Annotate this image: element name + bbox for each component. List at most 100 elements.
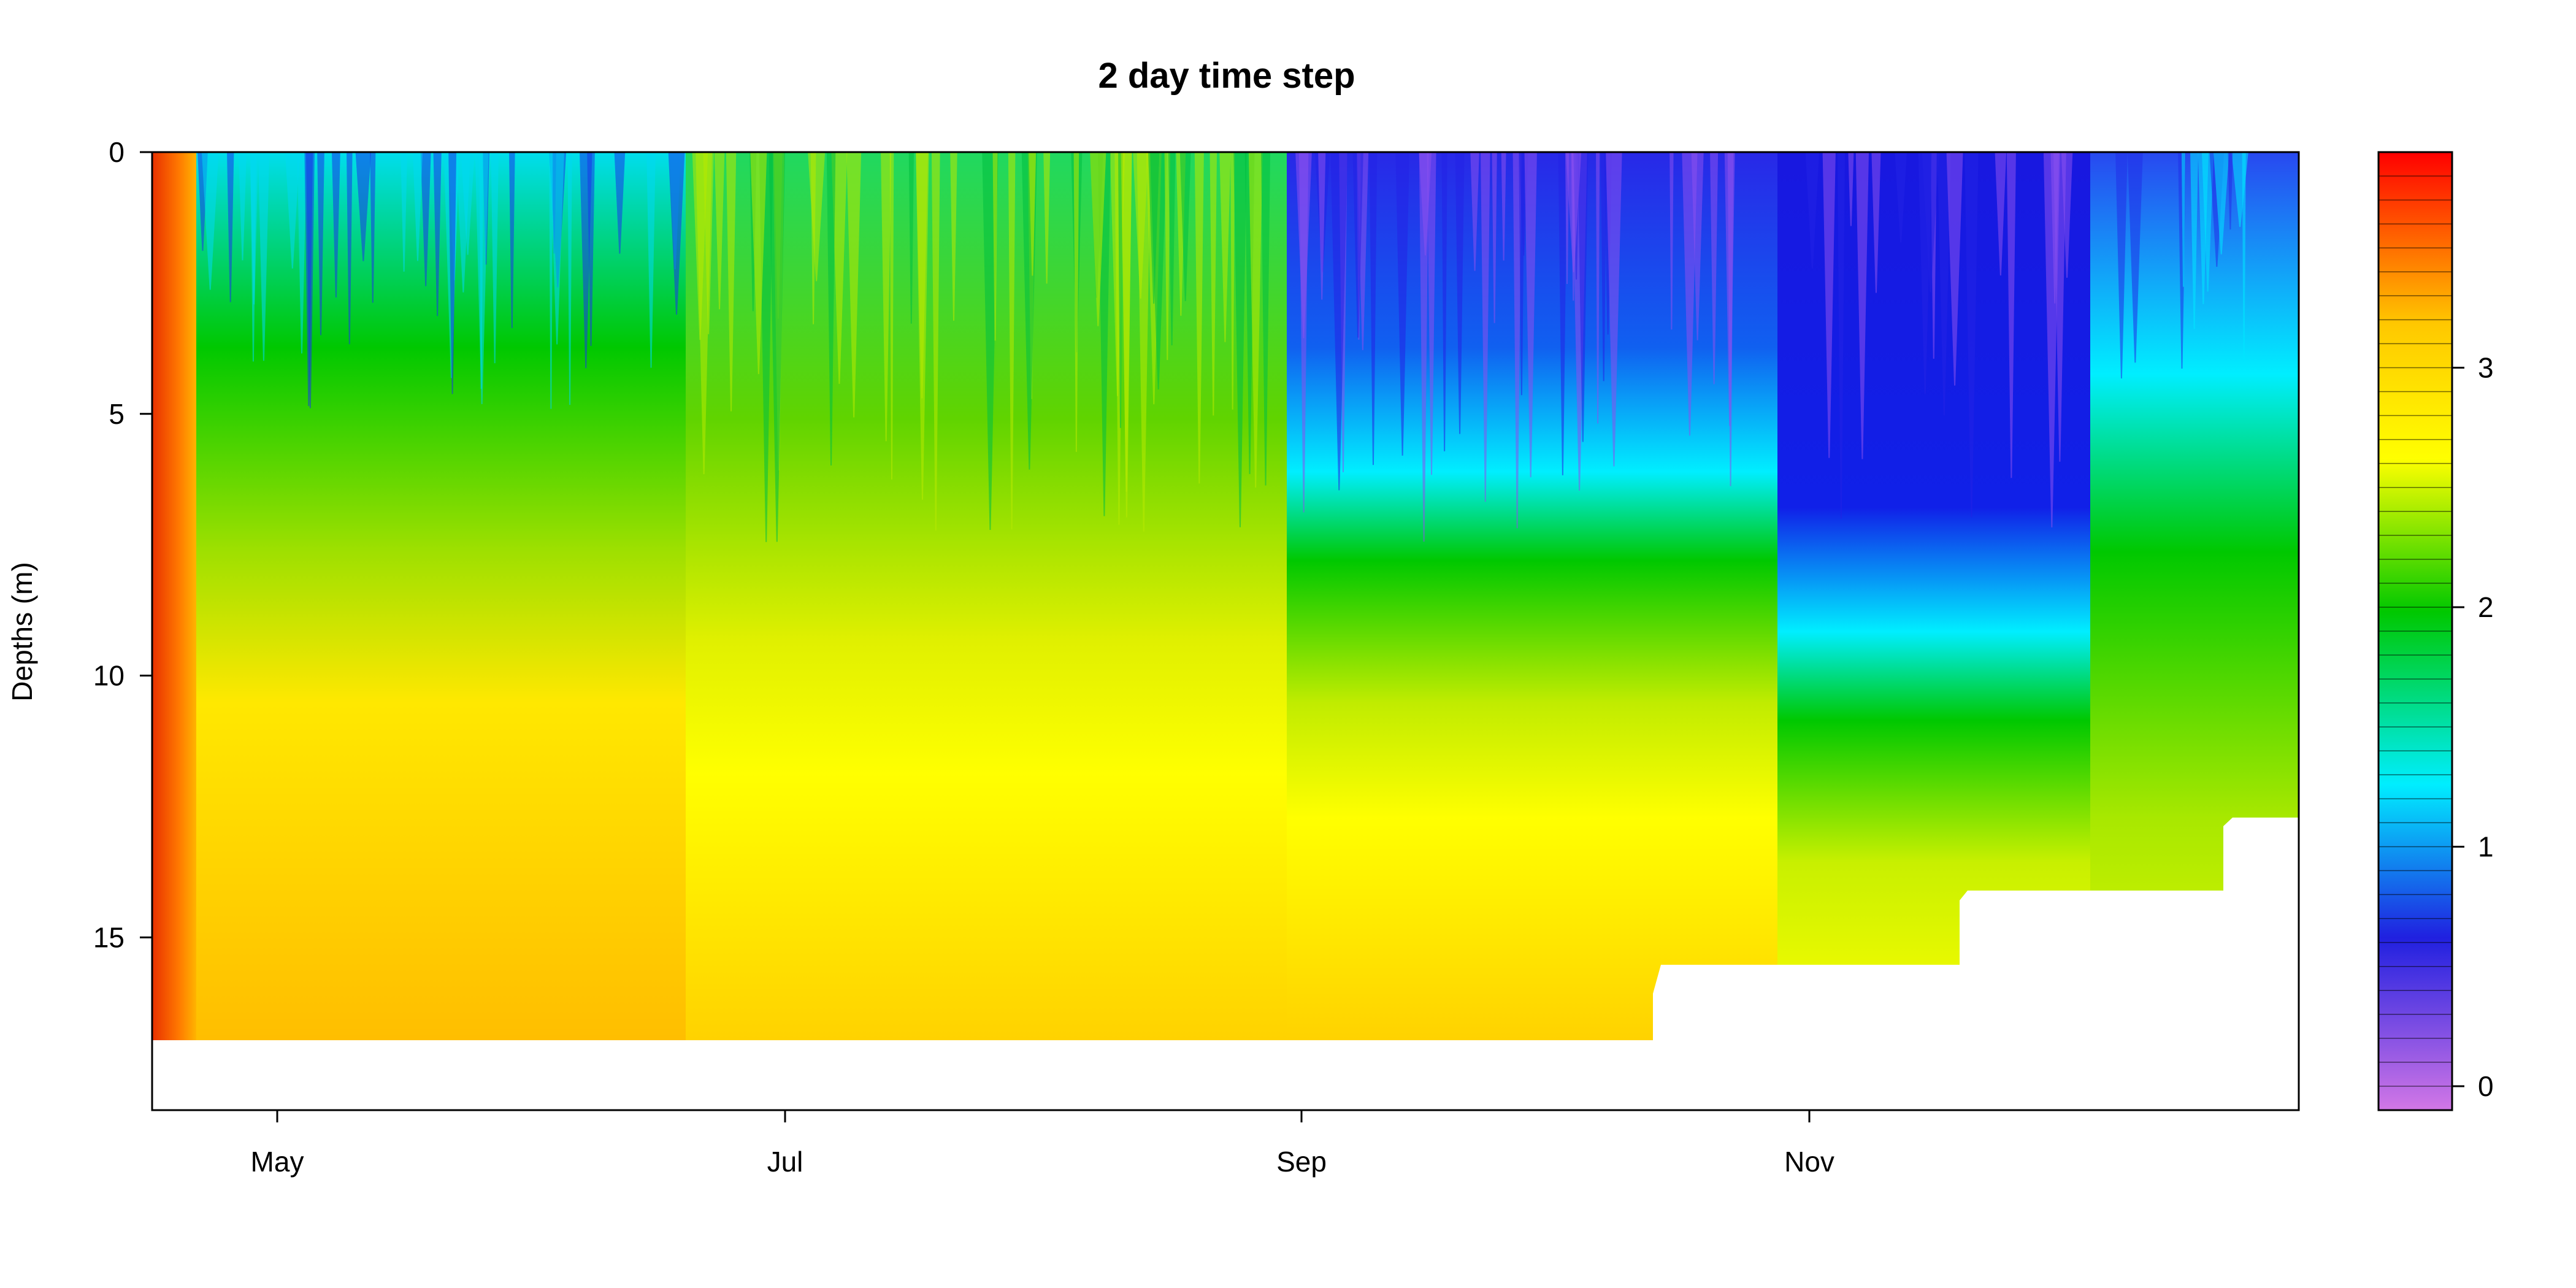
colorbar-tick-label: 1 bbox=[2478, 830, 2494, 862]
surface-streak bbox=[1441, 152, 1447, 451]
surface-streak bbox=[1194, 152, 1204, 484]
x-tick-label: Jul bbox=[767, 1146, 803, 1178]
surface-streak bbox=[2053, 152, 2066, 462]
surface-streak bbox=[2115, 152, 2128, 378]
band-warm-edge bbox=[152, 152, 196, 1040]
surface-streak bbox=[2006, 152, 2016, 478]
x-axis: May Jul Sep Nov bbox=[251, 1110, 1834, 1178]
surface-streak bbox=[1395, 152, 1409, 456]
surface-streak bbox=[1501, 152, 1506, 261]
colorbar: 0 1 2 3 bbox=[2377, 151, 2494, 1111]
plot-frame bbox=[151, 151, 2300, 1111]
x-tick-label: May bbox=[251, 1146, 304, 1178]
surface-streak bbox=[881, 152, 892, 442]
surface-streak bbox=[401, 152, 407, 272]
colorbar-tick-label: 0 bbox=[2478, 1070, 2494, 1102]
surface-streak bbox=[1937, 152, 1952, 416]
band-early bbox=[152, 152, 686, 1040]
surface-streak bbox=[1369, 152, 1378, 466]
surface-streak bbox=[1895, 152, 1907, 243]
surface-streak bbox=[1524, 152, 1537, 478]
surface-streak bbox=[1871, 152, 1881, 293]
surface-streak bbox=[1419, 152, 1432, 256]
surface-streak bbox=[1043, 152, 1051, 284]
surface-streak bbox=[258, 152, 270, 361]
surface-streak bbox=[304, 152, 313, 407]
surface-streak bbox=[846, 152, 862, 418]
surface-streak bbox=[285, 152, 300, 269]
surface-streak bbox=[1669, 152, 1674, 330]
y-tick-label: 0 bbox=[109, 136, 125, 168]
colorbar-frame bbox=[2377, 151, 2453, 1111]
surface-streak bbox=[1512, 152, 1522, 529]
surface-streak bbox=[2181, 152, 2185, 287]
surface-streak bbox=[1565, 152, 1582, 272]
surface-streak bbox=[332, 152, 340, 297]
surface-streak bbox=[1492, 152, 1497, 323]
y-axis-title: Depths (m) bbox=[6, 562, 38, 701]
surface-streak bbox=[714, 152, 725, 310]
surface-streak bbox=[370, 152, 376, 303]
surface-streak bbox=[580, 152, 592, 369]
surface-streak bbox=[1965, 152, 1979, 518]
surface-streak bbox=[239, 152, 247, 261]
surface-streak bbox=[491, 152, 499, 364]
surface-streak bbox=[1121, 152, 1132, 492]
surface-streak bbox=[347, 152, 353, 345]
surface-streak bbox=[2231, 152, 2248, 227]
surface-streak bbox=[889, 152, 894, 480]
surface-streak bbox=[1600, 152, 1607, 381]
surface-streak bbox=[908, 152, 914, 324]
surface-streak bbox=[2228, 152, 2233, 230]
surface-streak bbox=[1848, 152, 1854, 226]
surface-streak bbox=[550, 152, 564, 345]
surface-streak bbox=[549, 152, 553, 409]
surface-streak bbox=[479, 152, 483, 389]
surface-streak bbox=[1577, 152, 1589, 442]
surface-streak bbox=[317, 152, 324, 335]
surface-streak bbox=[1233, 152, 1247, 527]
surface-streak bbox=[2201, 152, 2214, 292]
surface-streak bbox=[2213, 152, 2229, 255]
surface-streak bbox=[1855, 152, 1869, 459]
surface-streak bbox=[1168, 152, 1176, 345]
surface-streak bbox=[227, 152, 234, 302]
surface-streak bbox=[1995, 152, 2007, 276]
surface-streak bbox=[1946, 152, 1963, 386]
surface-streak bbox=[413, 152, 423, 261]
colorbar-tick-label: 3 bbox=[2478, 351, 2494, 383]
surface-streak bbox=[1179, 152, 1191, 301]
colorbar-ticks: 0 1 2 3 bbox=[2452, 351, 2494, 1102]
surface-streak bbox=[1209, 152, 1217, 416]
bottom-mask bbox=[152, 818, 2299, 1110]
surface-streak bbox=[614, 152, 626, 254]
surface-streak bbox=[1470, 152, 1479, 271]
surface-streak bbox=[1330, 152, 1348, 491]
y-tick-label: 10 bbox=[93, 660, 125, 692]
surface-streak bbox=[1419, 152, 1429, 542]
surface-streak bbox=[726, 152, 737, 412]
surface-streak bbox=[355, 152, 372, 261]
surface-streak bbox=[810, 152, 816, 324]
surface-streak bbox=[750, 152, 767, 374]
surface-streak bbox=[1073, 152, 1079, 452]
surface-streak bbox=[1148, 152, 1160, 304]
surface-streak bbox=[1219, 152, 1231, 342]
surface-streak bbox=[1822, 152, 1836, 458]
surface-streak bbox=[2127, 152, 2143, 363]
surface-streak bbox=[1837, 152, 1845, 519]
surface-streak bbox=[1596, 152, 1600, 424]
surface-streak bbox=[916, 152, 929, 500]
surface-streak bbox=[1008, 152, 1016, 530]
surface-streak bbox=[1133, 152, 1149, 299]
surface-streak bbox=[448, 152, 457, 394]
surface-streak bbox=[826, 152, 836, 466]
surface-streak bbox=[508, 152, 515, 328]
surface-streak bbox=[931, 152, 940, 531]
colorbar-level-lines bbox=[2379, 151, 2452, 1111]
surface-streak bbox=[420, 152, 431, 286]
surface-streak bbox=[1606, 152, 1622, 467]
surface-streak bbox=[1260, 152, 1271, 486]
surface-streak bbox=[461, 152, 475, 255]
surface-streak bbox=[1922, 152, 1939, 293]
